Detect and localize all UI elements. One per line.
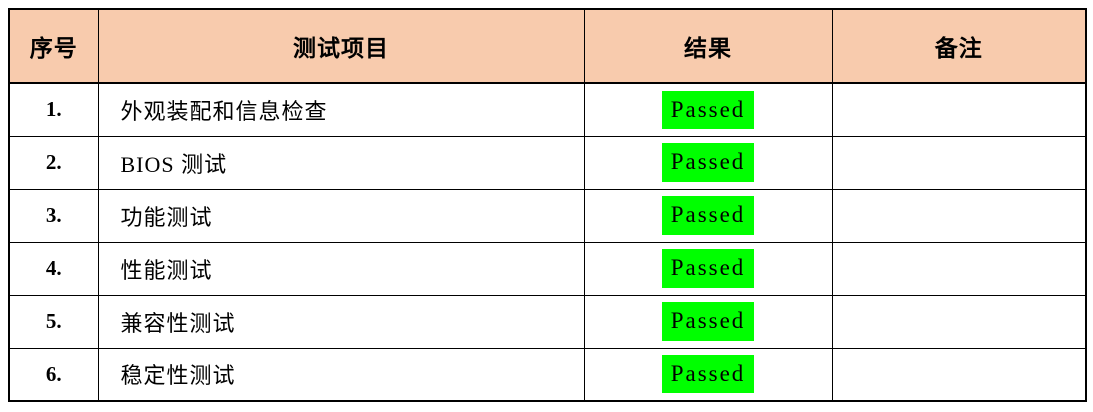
test-item-cell: 兼容性测试 [97,294,585,349]
test-item-cell: 性能测试 [97,241,585,296]
note-cell [831,188,1087,243]
result-cell: Passed [583,294,833,349]
header-cell-no: 序号 [8,8,99,84]
result-cell: Passed [583,347,833,402]
note-cell [831,347,1087,402]
test-item-cell: 外观装配和信息检查 [97,82,585,137]
row-number-cell: 3. [8,188,99,243]
header-cell-note: 备注 [831,8,1087,84]
result-cell: Passed [583,241,833,296]
result-badge: Passed [661,249,755,288]
header-row: 序号 测试项目 结果 备注 [8,8,1087,84]
table-row: 3. 功能测试 Passed [8,188,1087,243]
header-cell-item: 测试项目 [97,8,585,84]
note-cell [831,135,1087,190]
test-item-cell: 稳定性测试 [97,347,585,402]
result-cell: Passed [583,82,833,137]
table-row: 2. BIOS 测试 Passed [8,135,1087,190]
row-number-cell: 5. [8,294,99,349]
document-page: 序号 测试项目 结果 备注 1. 外观装配和信息检查 Passed 2. BIO… [8,8,1087,402]
test-item-cell: BIOS 测试 [97,135,585,190]
table-row: 1. 外观装配和信息检查 Passed [8,82,1087,137]
result-badge: Passed [661,355,755,394]
result-badge: Passed [661,90,755,129]
result-cell: Passed [583,188,833,243]
result-badge: Passed [661,143,755,182]
row-number-cell: 4. [8,241,99,296]
table-row: 6. 稳定性测试 Passed [8,347,1087,402]
result-badge: Passed [661,196,755,235]
row-number-cell: 6. [8,347,99,402]
table-row: 4. 性能测试 Passed [8,241,1087,296]
result-cell: Passed [583,135,833,190]
note-cell [831,82,1087,137]
note-cell [831,241,1087,296]
result-badge: Passed [661,302,755,341]
row-number-cell: 1. [8,82,99,137]
test-item-cell: 功能测试 [97,188,585,243]
test-results-table: 序号 测试项目 结果 备注 1. 外观装配和信息检查 Passed 2. BIO… [8,8,1087,402]
table-row: 5. 兼容性测试 Passed [8,294,1087,349]
row-number-cell: 2. [8,135,99,190]
note-cell [831,294,1087,349]
header-cell-result: 结果 [583,8,833,84]
